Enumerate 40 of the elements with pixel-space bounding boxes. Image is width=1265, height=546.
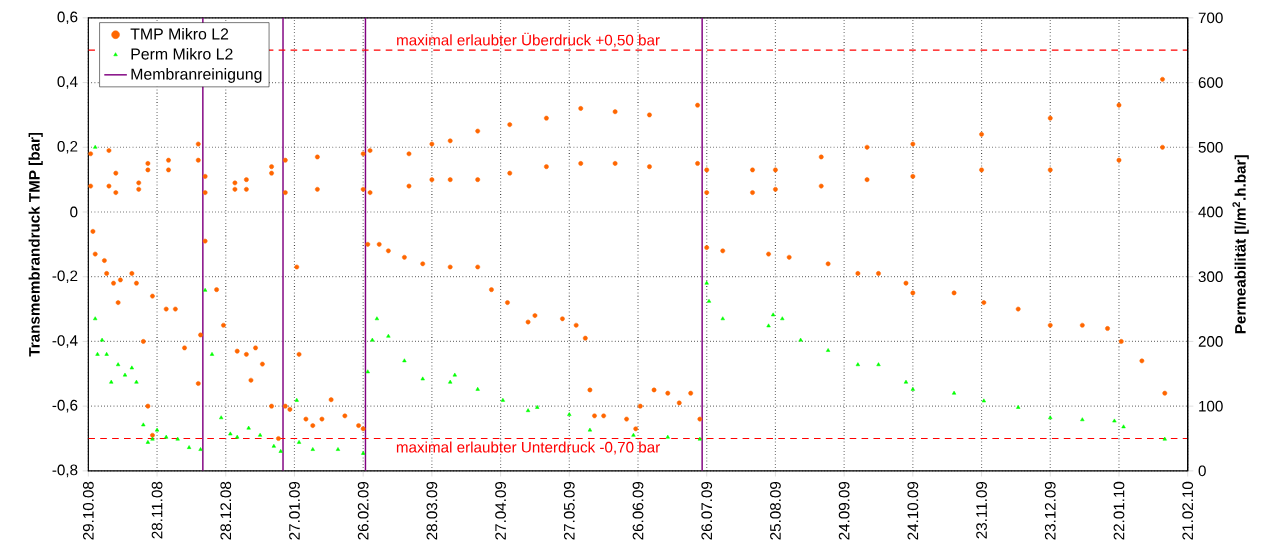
y2-tick-label: 200	[1198, 335, 1223, 347]
y2-tick-label: 300	[1198, 271, 1223, 282]
y-tick-label: 0	[70, 206, 78, 218]
y2-tick-label: 700	[1198, 12, 1223, 24]
legend-label: Perm Mikro L2	[131, 47, 233, 60]
x-tick-label: 23.12.09	[1044, 481, 1056, 540]
legend-label: TMP Mikro L2	[130, 27, 229, 40]
x-tick-label: 26.06.09	[632, 481, 644, 540]
legend-label: Membranreinigung	[131, 68, 262, 83]
x-tick-label: 26.07.09	[701, 481, 713, 540]
ref-line-label: maximal erlaubter Unterdruck -0,70 bar	[396, 441, 660, 455]
x-tick-label: 22.01.10	[1113, 481, 1125, 540]
y-tick-label: 0,6	[57, 11, 78, 25]
y-tick-label: -0,4	[52, 335, 78, 348]
x-tick-label: 27.04.09	[495, 481, 506, 540]
x-tick-label: 23.11.09	[976, 481, 987, 539]
x-tick-label: 25.08.09	[770, 481, 781, 540]
x-tick-label: 27.05.09	[563, 481, 575, 540]
y-axis-title: Transmembrandruck TMP [bar]	[28, 132, 43, 357]
y-tick-label: 0,2	[57, 140, 78, 154]
y-tick-label: -0,6	[52, 399, 78, 413]
y-tick-label: -0,2	[52, 270, 78, 283]
ref-line-label: maximal erlaubter Überdruck +0,50 bar	[397, 32, 660, 48]
y2-axis-title: Permeabilität [l/m$^{2}$.h.bar]	[1232, 155, 1249, 334]
y2-tick-label: 500	[1198, 141, 1223, 153]
x-tick-label: 21.02.10	[1182, 481, 1194, 540]
x-tick-label: 26.02.09	[357, 481, 369, 540]
x-tick-label: 28.03.09	[426, 481, 438, 540]
y2-tick-label: 600	[1198, 77, 1223, 88]
x-tick-label: 28.12.08	[220, 481, 232, 540]
x-tick-label: 29.10.08	[82, 481, 94, 540]
y-tick-label: 0,4	[57, 76, 78, 89]
y2-tick-label: 0	[1198, 465, 1206, 477]
y2-tick-label: 400	[1198, 206, 1223, 218]
x-tick-label: 28.11.08	[151, 481, 163, 539]
y-tick-label: -0,8	[52, 464, 78, 478]
x-tick-label: 27.01.09	[289, 481, 300, 540]
x-tick-label: 24.10.09	[907, 481, 919, 540]
x-tick-label: 24.09.09	[838, 481, 850, 540]
y2-tick-label: 100	[1199, 400, 1223, 412]
